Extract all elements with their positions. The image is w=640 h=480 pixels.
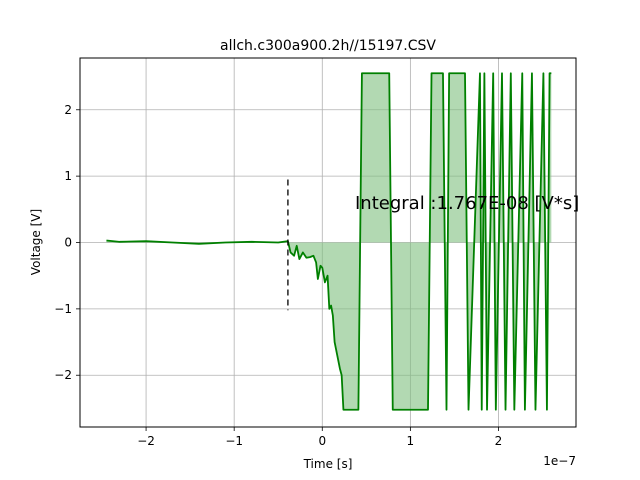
x-tick-label-3: 1: [407, 434, 415, 448]
x-tick-label-1: −1: [225, 434, 243, 448]
y-tick-label-0: −2: [54, 368, 72, 382]
chart-title: allch.c300a900.2h//15197.CSV: [220, 38, 436, 54]
y-axis-label: Voltage [V]: [29, 209, 43, 275]
y-tick-label-4: 2: [64, 103, 72, 117]
y-tick-label-3: 1: [64, 169, 72, 183]
x-offset-label: 1e−7: [543, 454, 576, 468]
x-tick-label-0: −2: [137, 434, 155, 448]
x-tick-label-2: 0: [318, 434, 326, 448]
voltage-series-line: [106, 72, 552, 411]
x-axis-ticks: −2 −1 0 1 2: [137, 427, 502, 448]
y-axis-ticks: −2 −1 0 1 2: [54, 103, 80, 382]
fill-layer: [106, 73, 552, 410]
y-tick-label-2: 0: [64, 236, 72, 250]
y-tick-label-1: −1: [54, 302, 72, 316]
x-tick-label-4: 2: [495, 434, 503, 448]
integral-annotation: Integral :1.767E-08 [V*s]: [355, 193, 579, 214]
integral-fill-area: [106, 73, 552, 410]
line-layer: [106, 72, 552, 411]
x-axis-label: Time [s]: [303, 457, 353, 471]
